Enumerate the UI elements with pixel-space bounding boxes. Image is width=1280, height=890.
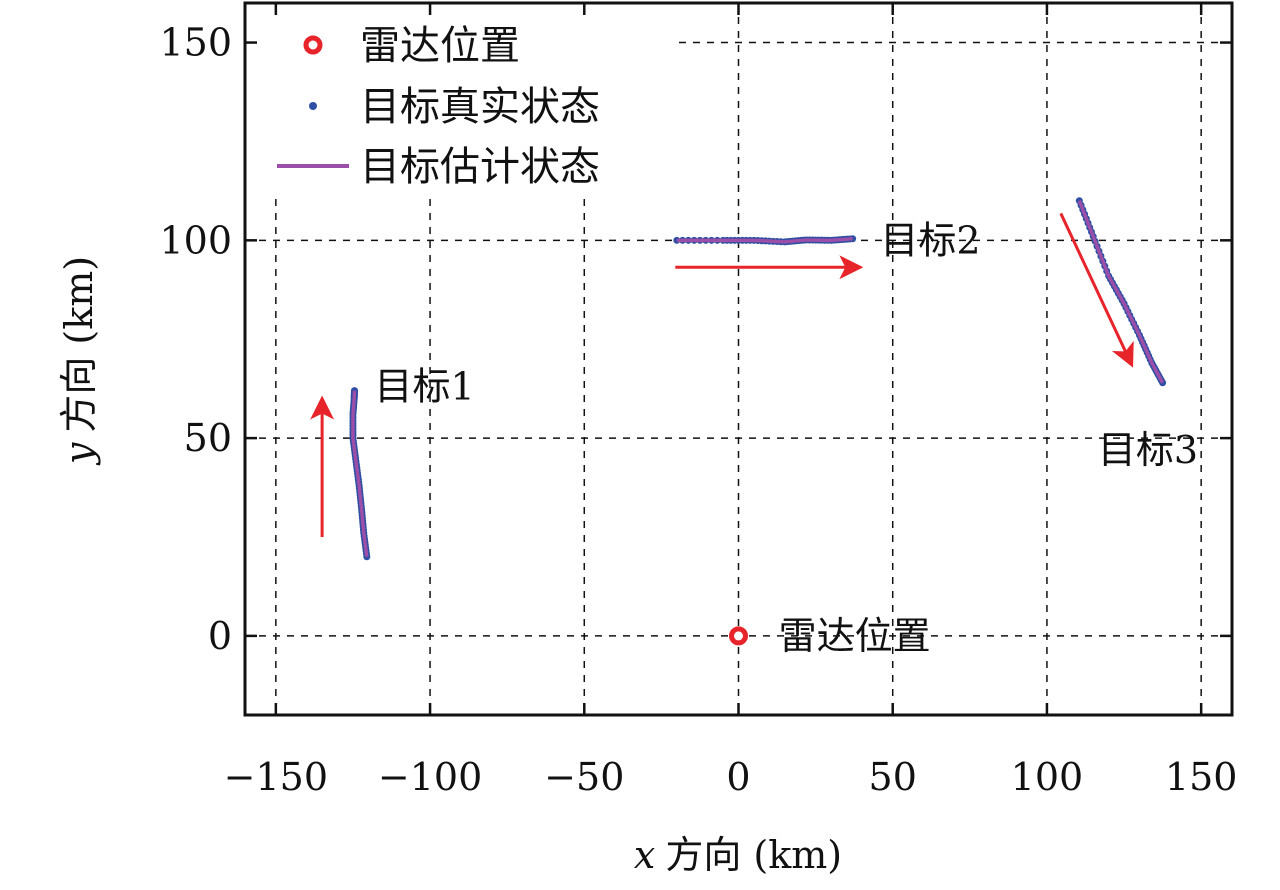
y-tick-label: 0 (208, 614, 232, 658)
x-axis-text: 方向 (km) (665, 833, 842, 877)
x-tick-label: −100 (378, 755, 482, 799)
radar-marker (729, 626, 748, 646)
x-tick-label: −150 (224, 755, 328, 799)
legend-radar-icon (303, 35, 323, 55)
legend-label: 目标真实状态 (360, 84, 600, 130)
estimated-track-line (1077, 200, 1165, 384)
x-tick-label: 50 (869, 755, 917, 799)
y-tick-label: 150 (159, 21, 232, 65)
y-axis-label: y 方向 (km) (57, 256, 101, 466)
y-axis-var: y (57, 442, 101, 466)
estimated-track-line (351, 390, 369, 558)
legend-dot-icon (309, 102, 317, 110)
radar-label: 雷达位置 (779, 614, 931, 658)
estimated-track-line (676, 237, 853, 244)
target-label: 目标3 (1098, 428, 1198, 472)
x-tick-label: −50 (544, 755, 624, 799)
x-tick-label: 150 (1165, 755, 1238, 799)
target-label: 目标2 (880, 218, 980, 262)
legend-label: 雷达位置 (360, 23, 520, 69)
y-tick-label: 100 (159, 218, 232, 262)
direction-arrow (1059, 212, 1134, 368)
x-tick-label: 0 (726, 755, 750, 799)
y-tick-label: 50 (184, 416, 232, 460)
marks: 目标1 目标2 目标3 雷达位置 (310, 197, 1198, 658)
x-axis-label: x 方向 (km) (634, 833, 842, 877)
target-label: 目标1 (375, 365, 475, 409)
x-axis-var: x (634, 833, 655, 877)
legend-box (247, 5, 672, 195)
x-tick-label: 100 (1011, 755, 1084, 799)
ticks: −150 −100 −50 0 50 100 150 0 50 100 150 (159, 3, 1237, 799)
legend-label: 目标估计状态 (360, 144, 600, 190)
y-axis-text: 方向 (km) (57, 256, 101, 433)
